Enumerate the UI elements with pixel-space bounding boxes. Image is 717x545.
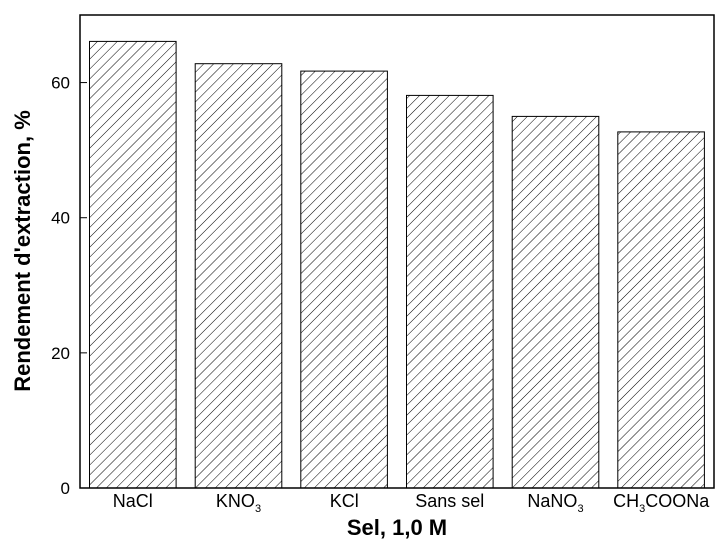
bar-4: [511, 115, 600, 489]
x-axis-title: Sel, 1,0 M: [347, 515, 447, 540]
bars-group: [89, 40, 705, 489]
plot-frame: [79, 14, 715, 489]
y-axis-title: Rendement d'extraction, %: [10, 110, 35, 392]
bar-1: [194, 63, 283, 489]
x-tick-label-4: NaNO3: [527, 491, 583, 515]
x-tick-label-0: NaCl: [113, 491, 153, 511]
x-tick-label-3: Sans sel: [415, 491, 484, 511]
y-tick-label-1: 20: [51, 344, 70, 363]
x-tick-label-2: KCl: [330, 491, 359, 511]
y-axis: 0 20 40 60: [51, 74, 87, 498]
y-tick-label-2: 40: [51, 209, 70, 228]
x-tick-label-5: CH3COONa: [613, 491, 710, 515]
bar-5: [617, 131, 705, 489]
y-tick-label-3: 60: [51, 74, 70, 93]
bar-2: [300, 70, 388, 489]
x-axis: NaCl KNO3 KCl Sans sel NaNO3 CH3COONa: [113, 491, 710, 515]
bar-3: [406, 94, 494, 489]
bar-0: [89, 40, 177, 489]
y-tick-label-0: 0: [61, 479, 70, 498]
x-tick-label-1: KNO3: [216, 491, 261, 515]
